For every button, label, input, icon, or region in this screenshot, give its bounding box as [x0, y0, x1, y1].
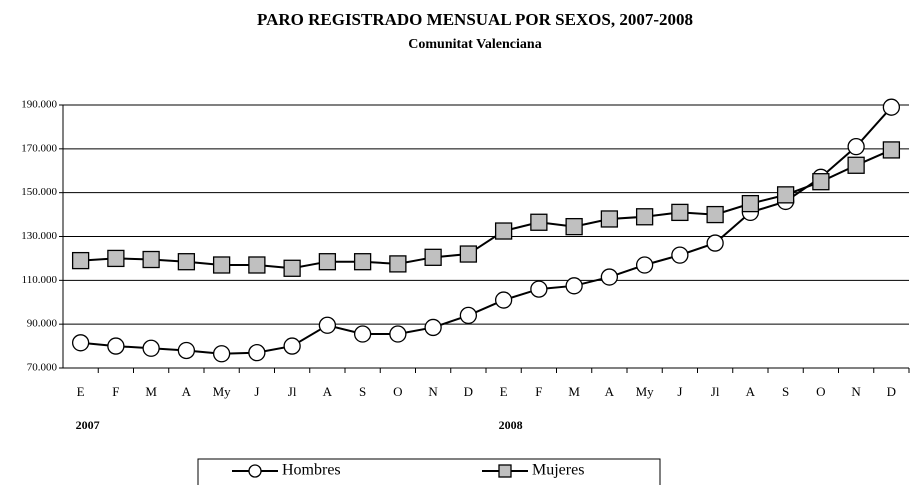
data-point: [530, 280, 548, 298]
x-tick-label: A: [323, 384, 333, 399]
data-point: [776, 186, 795, 204]
x-tick-label: S: [359, 384, 366, 399]
data-point: [494, 222, 513, 240]
y-tick-label: 190.000: [21, 99, 57, 111]
y-tick-label: 130.000: [21, 230, 57, 242]
data-point: [107, 249, 125, 268]
data-point: [459, 245, 478, 263]
x-tick-label: A: [182, 384, 192, 399]
x-tick-label: M: [568, 384, 580, 399]
y-tick-label: 150.000: [21, 186, 57, 198]
data-point: [671, 203, 689, 222]
y-tick-label: 70.000: [27, 362, 58, 374]
data-point: [71, 334, 90, 352]
data-point: [318, 253, 337, 271]
y-tick-label: 170.000: [21, 142, 57, 154]
chart-subtitle: Comunitat Valenciana: [408, 37, 541, 52]
data-point: [389, 325, 407, 343]
data-point: [847, 156, 865, 174]
x-tick-label: F: [112, 384, 119, 399]
x-tick-label: S: [782, 384, 789, 399]
data-point: [248, 344, 266, 362]
data-point: [706, 205, 724, 224]
x-tick-label: A: [605, 384, 615, 399]
x-tick-label: J: [677, 384, 682, 399]
data-point: [283, 337, 301, 355]
data-point: [635, 256, 654, 274]
data-point: [635, 208, 654, 226]
data-point: [283, 259, 301, 277]
data-point: [353, 325, 372, 343]
data-point: [459, 306, 478, 325]
data-point: [565, 217, 583, 236]
x-tick-label: Jl: [711, 384, 720, 399]
data-point: [600, 268, 619, 286]
data-point: [530, 213, 548, 231]
year-label: 2007: [76, 418, 100, 432]
data-point: [812, 173, 830, 191]
year-label: 2008: [499, 418, 523, 432]
legend-marker: [498, 464, 512, 478]
data-point: [212, 345, 231, 363]
data-point: [248, 256, 266, 274]
x-tick-label: E: [77, 384, 85, 399]
data-point: [318, 316, 337, 334]
data-point: [424, 318, 442, 337]
data-point: [600, 210, 619, 228]
data-point: [882, 141, 901, 159]
data-point: [177, 253, 196, 271]
data-point: [212, 256, 231, 274]
data-point: [424, 248, 442, 266]
data-point: [882, 98, 901, 116]
chart-title: PARO REGISTRADO MENSUAL POR SEXOS, 2007-…: [257, 10, 693, 29]
series-line: [80, 106, 893, 355]
x-tick-label: J: [254, 384, 259, 399]
data-point: [671, 246, 689, 264]
data-point: [107, 337, 125, 355]
data-point: [847, 137, 865, 156]
x-tick-label: O: [816, 384, 825, 399]
x-tick-label: O: [393, 384, 402, 399]
series-line: [80, 149, 892, 270]
x-tick-label: N: [851, 384, 861, 399]
y-tick-label: 110.000: [22, 274, 58, 286]
x-tick-label: N: [428, 384, 438, 399]
legend-marker: [248, 464, 262, 478]
x-tick-label: Jl: [288, 384, 297, 399]
data-point: [142, 339, 160, 357]
data-point: [706, 234, 724, 252]
x-tick-label: D: [887, 384, 896, 399]
data-point: [741, 194, 760, 213]
x-tick-label: A: [746, 384, 756, 399]
x-tick-label: D: [464, 384, 473, 399]
x-tick-label: E: [500, 384, 508, 399]
x-tick-label: My: [636, 384, 655, 399]
data-point: [142, 250, 160, 269]
data-point: [177, 341, 196, 360]
y-tick-label: 90.000: [27, 318, 58, 330]
data-point: [565, 277, 583, 295]
data-point: [353, 253, 372, 271]
legend-label: Mujeres: [532, 462, 584, 479]
data-point: [71, 251, 90, 270]
x-tick-label: M: [145, 384, 157, 399]
data-point: [389, 255, 407, 273]
x-tick-label: My: [213, 384, 232, 399]
legend-label: Hombres: [282, 462, 341, 479]
data-point: [494, 291, 513, 309]
x-tick-label: F: [535, 384, 542, 399]
